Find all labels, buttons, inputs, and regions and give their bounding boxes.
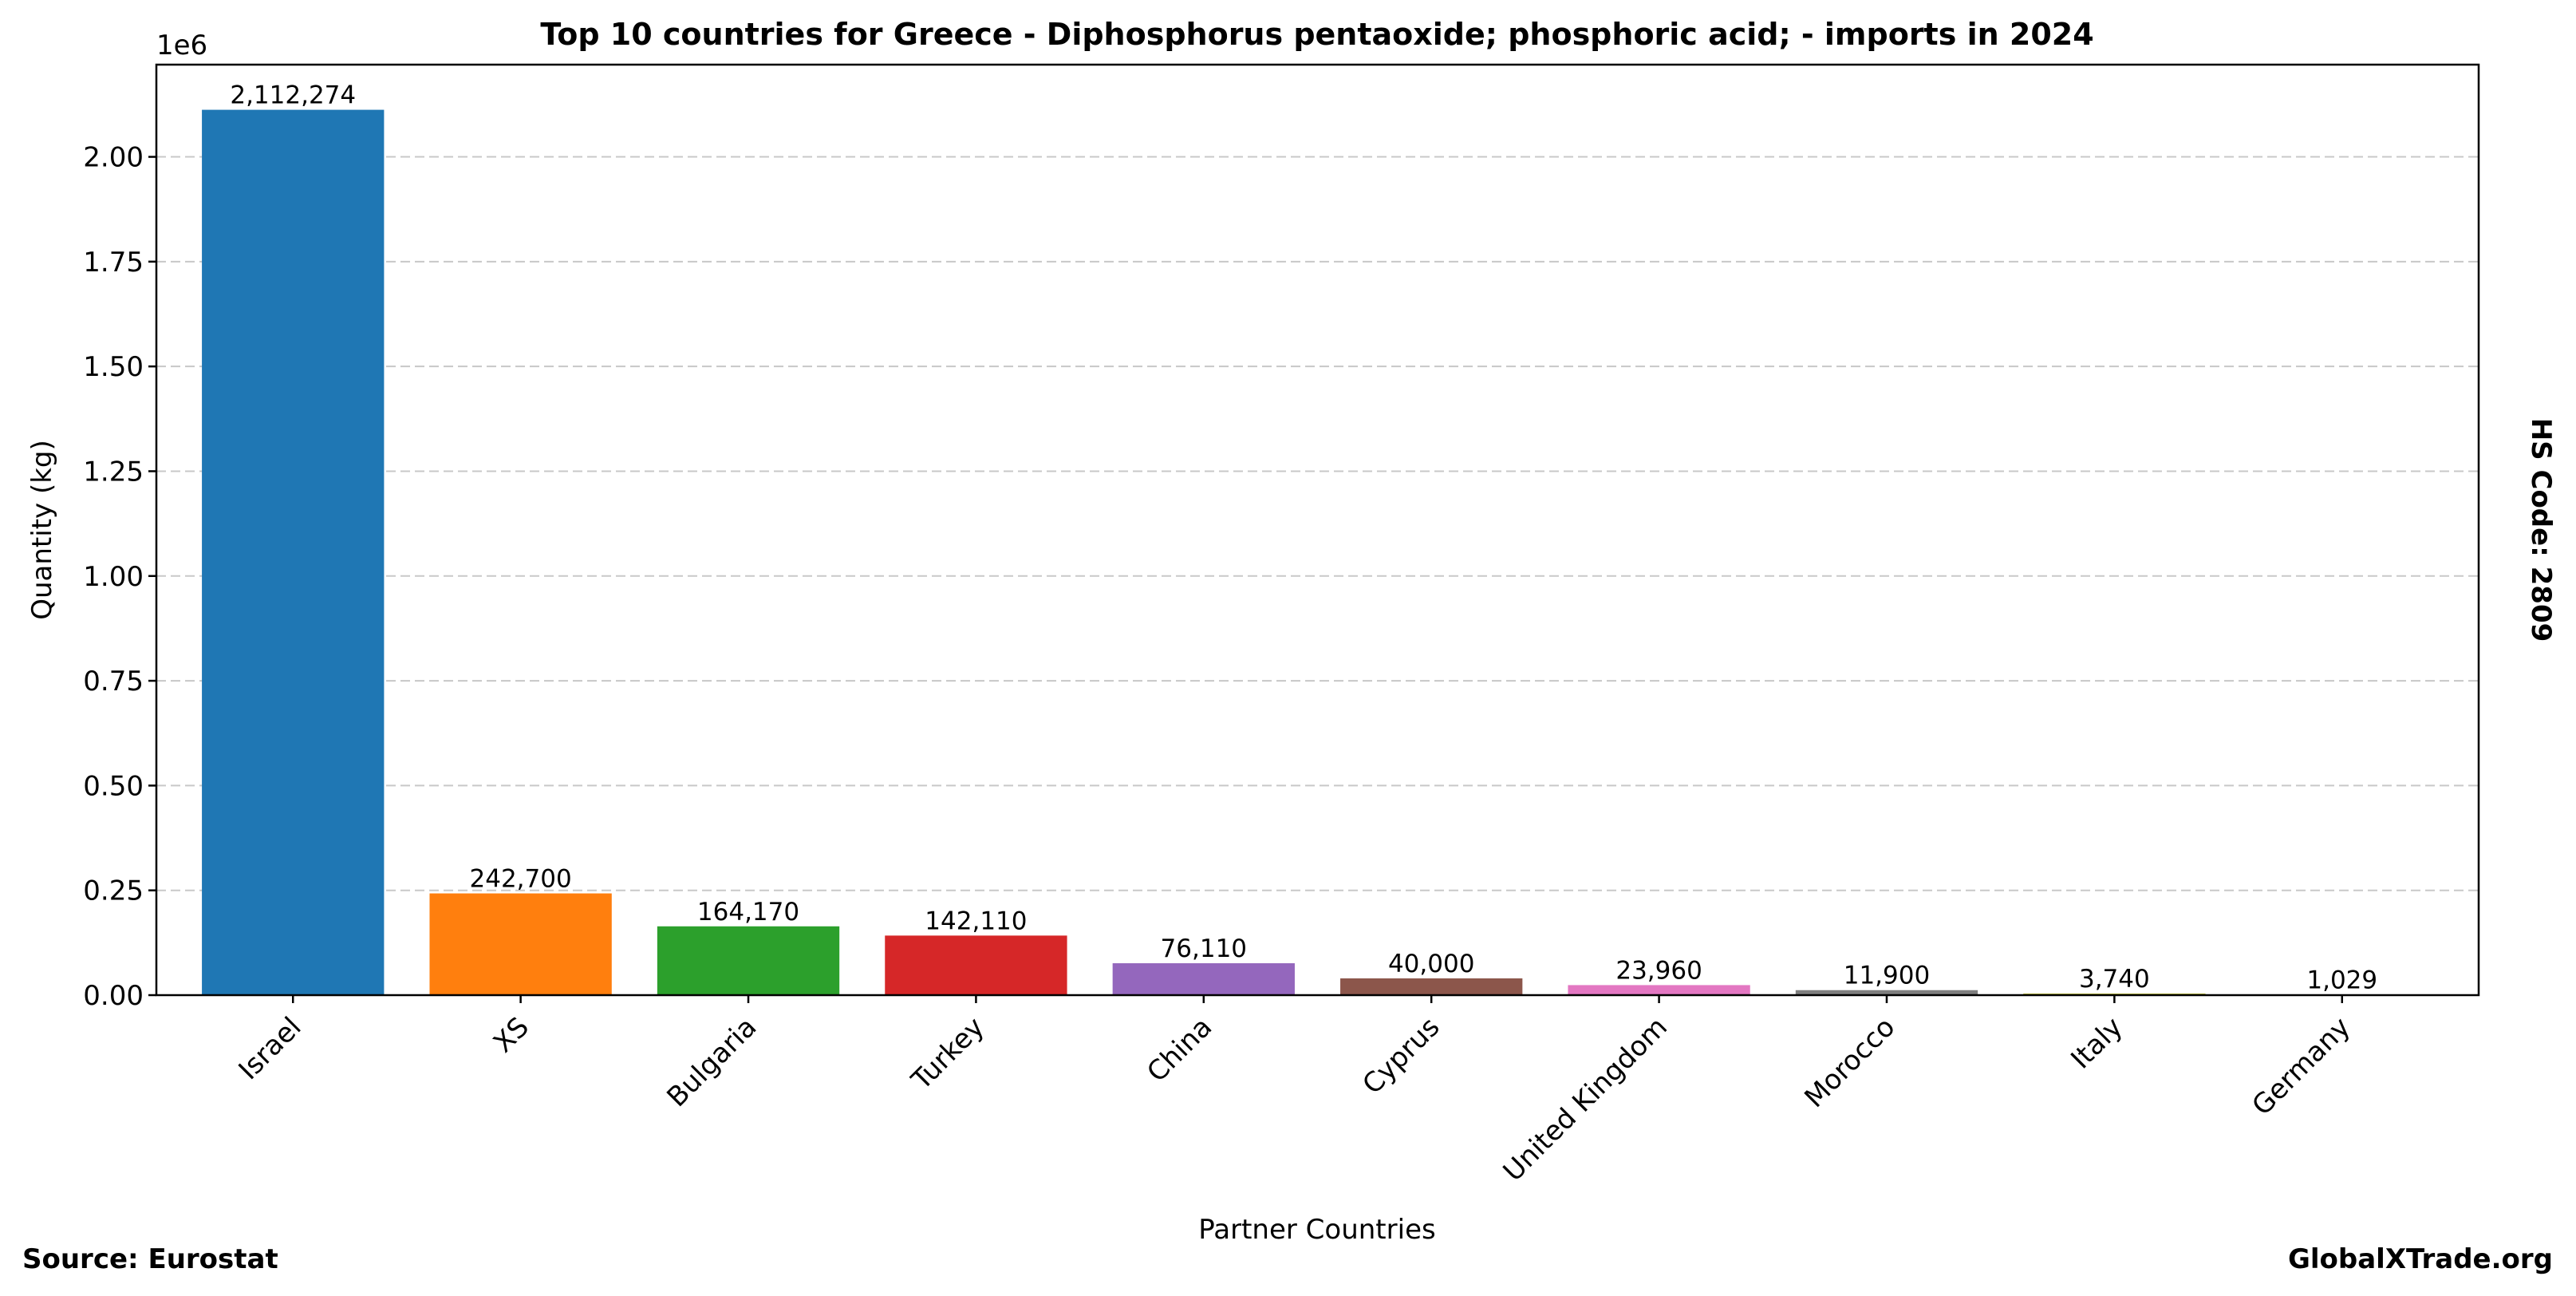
- bars: [202, 109, 2433, 995]
- bar-value-label: 11,900: [1844, 962, 1930, 990]
- bar: [1795, 990, 1978, 995]
- x-tick-label: Turkey: [905, 1011, 991, 1096]
- y-axis-offset-label: 1e6: [156, 30, 207, 61]
- y-axis-label: Quantity (kg): [26, 440, 58, 620]
- bar: [429, 893, 612, 995]
- x-tick-label: XS: [487, 1011, 535, 1059]
- bar: [1568, 985, 1750, 995]
- x-tick-label: Cyprus: [1356, 1011, 1446, 1100]
- x-tick-label: Israel: [233, 1011, 308, 1086]
- bar: [202, 109, 385, 995]
- bar-value-label: 242,700: [470, 865, 572, 894]
- x-axis-label: Partner Countries: [1198, 1214, 1435, 1246]
- value-labels: 2,112,274 242,700 164,170 142,110 76,110 40,0…: [230, 81, 2377, 995]
- y-tick-label: 2.00: [83, 142, 144, 174]
- plot-frame: [155, 63, 2480, 997]
- chart-title: Top 10 countries for Greece - Diphosphor…: [540, 17, 2093, 52]
- y-tick-label: 1.25: [83, 456, 144, 488]
- x-tick-label: Morocco: [1798, 1011, 1901, 1114]
- bar-value-label: 1,029: [2306, 966, 2377, 994]
- bar-value-label: 23,960: [1615, 956, 1702, 985]
- bar: [1340, 978, 1523, 995]
- y-tick-label: 0.25: [83, 875, 144, 907]
- y-tick-label: 0.00: [83, 980, 144, 1012]
- x-tick-label: Germany: [2246, 1011, 2357, 1122]
- source-label: Source: Eurostat: [22, 1243, 278, 1275]
- y-tick-label: 0.75: [83, 666, 144, 697]
- bar: [1112, 963, 1295, 995]
- y-tick-label: 0.50: [83, 770, 144, 802]
- grid-lines: [156, 156, 2479, 891]
- y-axis-ticks: 0.00 0.25 0.50 0.75 1.00 1.25 1.50 1.75 2.00: [83, 142, 156, 1012]
- bar: [657, 926, 840, 995]
- x-tick-label: Bulgaria: [661, 1011, 763, 1113]
- bar-value-label: 40,000: [1388, 950, 1474, 978]
- watermark-label: GlobalXTrade.org: [2288, 1243, 2553, 1275]
- x-tick-label: Italy: [2065, 1011, 2128, 1075]
- bar-value-label: 2,112,274: [230, 81, 356, 110]
- x-tick-label: China: [1141, 1011, 1218, 1089]
- y-tick-label: 1.00: [83, 561, 144, 593]
- bar-value-label: 76,110: [1161, 934, 1247, 963]
- y-tick-label: 1.50: [83, 351, 144, 383]
- y-tick-label: 1.75: [83, 247, 144, 279]
- bar-value-label: 3,740: [2079, 965, 2150, 994]
- bar: [885, 935, 1067, 995]
- bar-value-label: 142,110: [925, 907, 1027, 935]
- x-axis-ticks: Israel XS Bulgaria Turkey China Cyprus United …: [233, 995, 2357, 1187]
- bar-value-label: 164,170: [697, 898, 799, 927]
- hs-code-label: HS Code: 2809: [2525, 418, 2557, 642]
- x-tick-label: United Kingdom: [1497, 1011, 1674, 1187]
